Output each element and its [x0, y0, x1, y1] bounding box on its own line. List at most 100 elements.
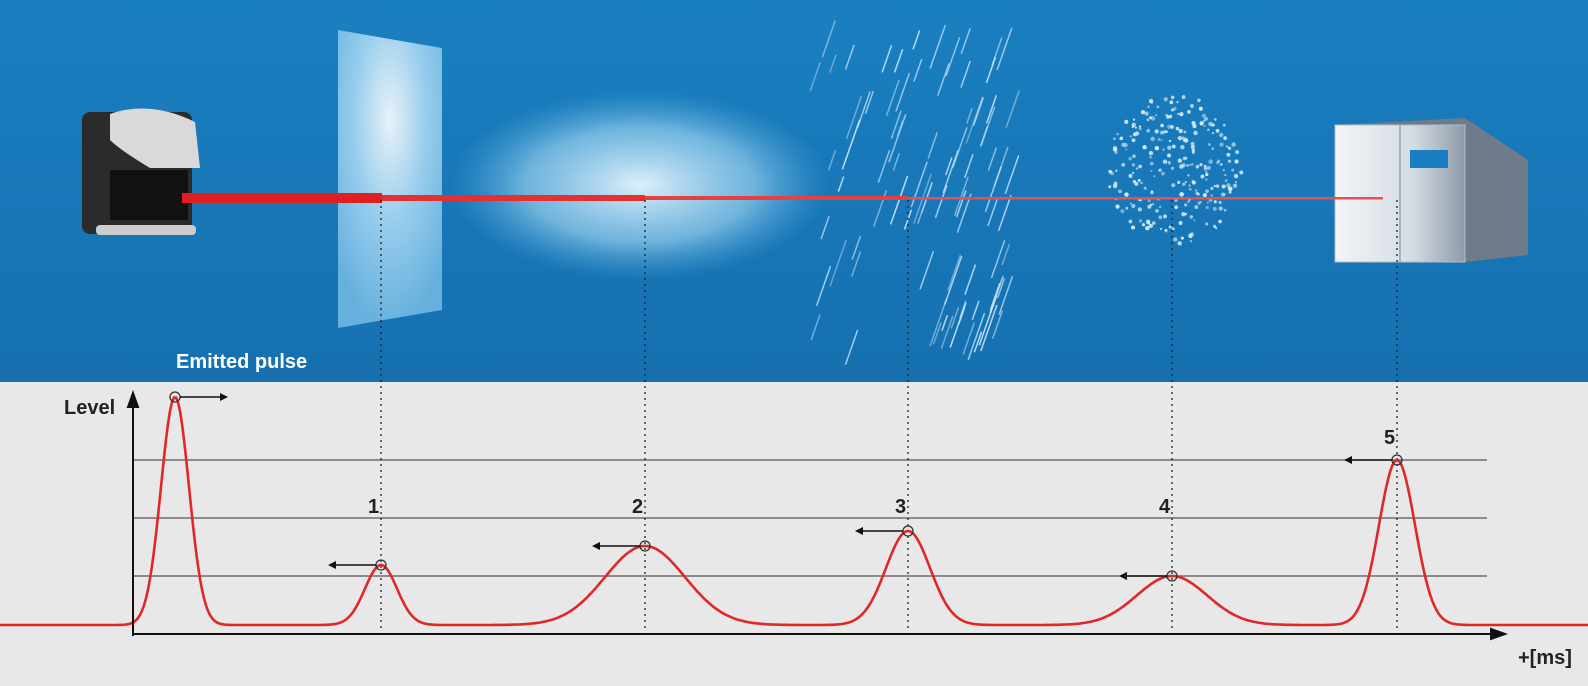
rain-streak — [956, 193, 972, 233]
dust-particle — [1158, 215, 1163, 220]
rain-streak — [892, 153, 901, 171]
rain — [809, 20, 1020, 366]
dust-particle — [1112, 183, 1118, 189]
dust-particle — [1142, 145, 1147, 150]
dust-particle — [1140, 181, 1143, 185]
rain-streak — [997, 278, 1006, 298]
dust-particle — [1239, 170, 1244, 175]
rain-streak — [844, 44, 855, 70]
dust-particle — [1129, 202, 1132, 205]
dust-particle — [1143, 186, 1147, 190]
arrow-head — [1119, 572, 1127, 580]
rain-streak — [980, 106, 996, 146]
dust-particle — [1162, 148, 1165, 151]
dust-particle — [1131, 225, 1136, 230]
dust-particle — [1205, 205, 1209, 210]
dust-particle — [1205, 222, 1209, 226]
dust-particle — [1129, 135, 1132, 138]
rain-streak — [829, 54, 837, 73]
dust-particle — [1206, 165, 1211, 171]
dust-particle — [1178, 129, 1183, 134]
rain-streak — [820, 215, 830, 240]
dust-particle — [1138, 164, 1142, 169]
rain-streak — [991, 310, 1004, 339]
glass-pane — [338, 30, 442, 328]
rain-streak — [944, 255, 963, 305]
dust-particle — [1128, 219, 1133, 224]
dust-particle — [1207, 143, 1211, 147]
rain-streak — [973, 331, 983, 353]
echo-label: 4 — [1159, 496, 1171, 518]
rain-streak — [844, 329, 859, 366]
dust-particle — [1213, 184, 1216, 188]
dust-particle — [1113, 137, 1116, 140]
dust-particle — [1227, 186, 1233, 192]
dust-particle — [1155, 114, 1158, 117]
dust-particle — [1150, 136, 1155, 142]
axes — [126, 390, 1508, 641]
dust-particle — [1224, 179, 1228, 182]
dust-particle — [1134, 126, 1137, 129]
dust-particle — [1174, 205, 1179, 210]
dust-particle — [1154, 145, 1160, 151]
rain-streak — [963, 154, 974, 179]
dust-particle — [1135, 167, 1139, 170]
dust-particle — [1217, 159, 1221, 163]
dust-particle — [1159, 227, 1163, 231]
dust-particle — [1168, 139, 1172, 143]
rain-streak — [919, 250, 935, 290]
dust-particle — [1150, 190, 1154, 195]
dust-particle — [1157, 138, 1161, 141]
dust-particle — [1171, 227, 1175, 231]
dust-particle — [1203, 124, 1206, 127]
arrow-head — [855, 527, 863, 535]
dust-particle — [1150, 169, 1153, 173]
dust-particle — [1146, 129, 1150, 133]
dust-particle — [1218, 206, 1223, 211]
rain-streak — [815, 265, 832, 306]
dust-particle — [1170, 95, 1175, 100]
dust-particle — [1167, 124, 1172, 129]
dust-particle — [1195, 164, 1200, 169]
dust-particle — [1148, 223, 1154, 229]
dust-particle — [1234, 159, 1239, 164]
peak-markers: 1 2 3 4 5 — [169, 391, 1403, 582]
arrow-head — [592, 542, 600, 550]
dust-particle — [1180, 236, 1184, 240]
rain-streak — [947, 254, 962, 291]
dust-particle — [1177, 136, 1182, 141]
dust-particle — [1210, 186, 1214, 191]
dust-particle — [1206, 201, 1210, 204]
dust-particle — [1211, 147, 1214, 150]
signal-curve — [0, 396, 1588, 627]
rain-streak — [821, 20, 836, 58]
rain-streak — [885, 79, 900, 116]
rain-streak — [996, 27, 1013, 70]
dust-particle — [1193, 130, 1198, 136]
dust-particle — [1149, 116, 1153, 120]
rain-streak — [888, 114, 907, 163]
dust-particle — [1173, 237, 1178, 242]
dust-particle — [1121, 162, 1126, 167]
dust-particle — [1225, 145, 1229, 148]
rain-streak — [965, 96, 984, 144]
dust-particle — [1190, 104, 1194, 108]
rain-streak — [1005, 90, 1020, 128]
dust-particle — [1193, 219, 1196, 222]
dust-particle — [1118, 189, 1122, 194]
dust-particle — [1205, 189, 1209, 193]
dust-particle — [1160, 138, 1163, 141]
echo-label: 5 — [1384, 427, 1395, 449]
dust-particle — [1137, 207, 1142, 212]
rain-streak — [987, 147, 998, 171]
dust-particle — [1149, 161, 1154, 166]
rain-streak — [998, 276, 1014, 315]
dust-particle — [1201, 113, 1207, 118]
rain-streak — [952, 126, 968, 168]
dust-particle — [1161, 171, 1165, 176]
rain-streak — [934, 184, 948, 219]
dust-particle — [1186, 164, 1189, 167]
rain-streak — [864, 91, 874, 114]
dust — [1108, 95, 1244, 246]
dust-particle — [1188, 184, 1191, 187]
